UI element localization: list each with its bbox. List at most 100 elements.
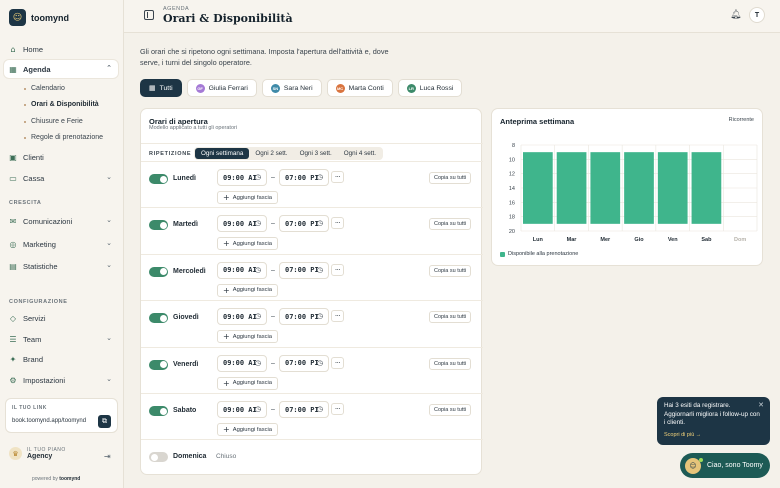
start-time-input[interactable]: 09:00 AI ◷ xyxy=(217,215,267,233)
tab-marta-conti[interactable]: MC Marta Conti xyxy=(326,79,393,97)
sidebar-item-servizi[interactable]: ◇ Servizi xyxy=(4,309,118,327)
day-toggle[interactable] xyxy=(149,452,168,463)
marketing-icon: ◎ xyxy=(9,239,17,249)
section-label-growth: CRESCITA xyxy=(9,200,42,206)
x-tick-label: Dom xyxy=(734,237,746,243)
sidebar-subitem-orari[interactable]: Orari & Disponibilità xyxy=(24,101,99,108)
start-time-input[interactable]: 09:00 AI ◷ xyxy=(217,308,267,326)
assistant-button[interactable]: ☺ Ciao, sono Toomy xyxy=(680,453,770,478)
end-time-input[interactable]: 07:00 PI ◷ xyxy=(279,401,329,418)
copy-to-all-button[interactable]: Copia su tutti xyxy=(429,264,472,277)
start-time-input[interactable]: 09:00 AI ◷ xyxy=(217,401,267,418)
day-row: Venerdì 09:00 AI ◷ –07:00 PI ◷ ··· Copia su tu… xyxy=(141,346,483,393)
close-icon[interactable]: ✕ xyxy=(758,401,764,409)
x-tick-label: Lun xyxy=(533,237,544,243)
day-toggle[interactable] xyxy=(149,220,168,231)
sidebar-subitem-chiusure[interactable]: Chiusure e Ferie xyxy=(24,118,83,125)
sidebar-item-label: Servizi xyxy=(23,313,46,323)
sidebar-item-statistiche[interactable]: ▤ Statistiche ⌄ xyxy=(4,257,118,275)
more-options-button[interactable]: ··· xyxy=(331,171,344,183)
sidebar: ☺ toomynd ⌂ Home ▦ Agenda ⌃ Calendario O… xyxy=(0,0,124,488)
sidebar-item-agenda[interactable]: ▦ Agenda ⌃ xyxy=(4,60,118,78)
day-toggle[interactable] xyxy=(149,174,168,184)
bullet-icon xyxy=(24,103,26,106)
more-options-button[interactable]: ··· xyxy=(331,403,344,415)
tab-luca-rossi[interactable]: LR Luca Rossi xyxy=(397,79,463,97)
start-time-input[interactable]: 09:00 AI ◷ xyxy=(217,169,267,186)
add-slot-button[interactable]: + Aggiungi fascia xyxy=(217,237,279,251)
bullet-icon xyxy=(24,120,26,123)
repeat-selector: Ogni settimana Ogni 2 sett. Ogni 3 sett.… xyxy=(194,147,383,160)
sidebar-item-impostazioni[interactable]: ⚙ Impostazioni ⌄ xyxy=(4,371,118,389)
tab-giulia-ferrari[interactable]: GF Giulia Ferrari xyxy=(186,79,257,97)
copy-to-all-button[interactable]: Copia su tutti xyxy=(429,218,472,231)
add-slot-button[interactable]: + Aggiungi fascia xyxy=(217,330,279,344)
powered-by-brand: toomynd xyxy=(59,476,81,482)
add-slot-button[interactable]: + Aggiungi fascia xyxy=(217,191,279,204)
start-time-value: 09:00 AI xyxy=(223,219,257,228)
sidebar-item-marketing[interactable]: ◎ Marketing ⌄ xyxy=(4,235,118,253)
end-time-input[interactable]: 07:00 PI ◷ xyxy=(279,169,329,186)
repeat-option-4[interactable]: Ogni 4 sett. xyxy=(343,150,376,157)
powered-by: powered by toomynd xyxy=(32,476,80,482)
start-time-input[interactable]: 09:00 AI ◷ xyxy=(217,261,267,279)
sidebar-item-clienti[interactable]: ▣ Clienti xyxy=(4,148,118,166)
day-toggle[interactable] xyxy=(149,359,168,370)
copy-to-all-button[interactable]: Copia su tutti xyxy=(429,404,472,416)
time-separator: – xyxy=(271,266,275,274)
sidebar-toggle-icon[interactable] xyxy=(144,10,154,20)
sidebar-subitem-label: Orari & Disponibilità xyxy=(31,101,99,108)
repeat-option-2[interactable]: Ogni 2 sett. xyxy=(255,150,288,157)
avatar[interactable]: T xyxy=(749,7,765,23)
copy-to-all-button[interactable]: Copia su tutti xyxy=(429,311,472,324)
sidebar-subitem-calendario[interactable]: Calendario xyxy=(24,85,65,92)
clock-icon: ◷ xyxy=(316,265,323,274)
clock-icon: ◷ xyxy=(254,405,261,413)
repeat-option-1[interactable]: Ogni settimana xyxy=(195,148,250,159)
end-time-input[interactable]: 07:00 PI ◷ xyxy=(279,215,329,233)
sidebar-item-cassa[interactable]: ▭ Cassa ⌄ xyxy=(4,169,118,187)
copy-to-all-button[interactable]: Copia su tutti xyxy=(429,172,472,184)
more-options-button[interactable]: ··· xyxy=(331,217,344,230)
day-toggle[interactable] xyxy=(149,266,168,277)
day-toggle[interactable] xyxy=(149,406,168,416)
end-time-input[interactable]: 07:00 PI ◷ xyxy=(279,308,329,326)
brand[interactable]: ☺ toomynd xyxy=(9,9,69,26)
tab-sara-neri[interactable]: SN Sara Neri xyxy=(261,79,322,97)
sidebar-item-home[interactable]: ⌂ Home xyxy=(4,40,118,58)
more-options-button[interactable]: ··· xyxy=(331,263,344,276)
bullet-icon xyxy=(24,136,26,139)
brand-name: toomynd xyxy=(31,12,69,23)
sidebar-subitem-regole[interactable]: Regole di prenotazione xyxy=(24,134,103,141)
notification-cta[interactable]: Scopri di più → xyxy=(664,432,702,438)
sidebar-item-team[interactable]: ☰ Team ⌄ xyxy=(4,330,118,348)
add-slot-label: Aggiungi fascia xyxy=(232,380,273,387)
add-slot-button[interactable]: + Aggiungi fascia xyxy=(217,423,279,436)
copy-link-button[interactable]: ⧉ xyxy=(98,415,111,428)
sidebar-item-label: Statistiche xyxy=(23,261,58,271)
add-slot-button[interactable]: + Aggiungi fascia xyxy=(217,376,279,390)
copy-to-all-button[interactable]: Copia su tutti xyxy=(429,357,472,370)
tab-tutti[interactable]: ▦ Tutti xyxy=(140,79,182,97)
start-time-input[interactable]: 09:00 AI ◷ xyxy=(217,354,267,372)
sidebar-item-label: Cassa xyxy=(23,173,45,183)
booking-link-url[interactable]: book.toomynd.app/toomynd xyxy=(12,418,87,424)
end-time-input[interactable]: 07:00 PI ◷ xyxy=(279,261,329,279)
sidebar-item-comunicazioni[interactable]: ✉ Comunicazioni ⌄ xyxy=(4,212,118,230)
more-options-button[interactable]: ··· xyxy=(331,310,344,323)
tag-icon: ◇ xyxy=(9,313,17,323)
repeat-option-3[interactable]: Ogni 3 sett. xyxy=(299,150,332,157)
day-name: Sabato xyxy=(173,407,197,414)
sidebar-item-label: Impostazioni xyxy=(23,375,66,385)
sidebar-item-brand[interactable]: ✦ Brand xyxy=(4,350,118,368)
chart-legend: Disponibile alla prenotazione xyxy=(500,251,578,257)
bell-icon[interactable]: 🔔︎ xyxy=(730,10,742,20)
day-toggle[interactable] xyxy=(149,313,168,324)
end-time-input[interactable]: 07:00 PI ◷ xyxy=(279,354,329,372)
logout-icon[interactable]: ⇥ xyxy=(104,452,111,461)
copy-icon: ⧉ xyxy=(102,417,107,425)
add-slot-button[interactable]: + Aggiungi fascia xyxy=(217,283,279,297)
more-options-button[interactable]: ··· xyxy=(331,356,344,369)
start-time-value: 09:00 AI xyxy=(223,359,257,368)
tab-label: Tutti xyxy=(159,84,173,92)
